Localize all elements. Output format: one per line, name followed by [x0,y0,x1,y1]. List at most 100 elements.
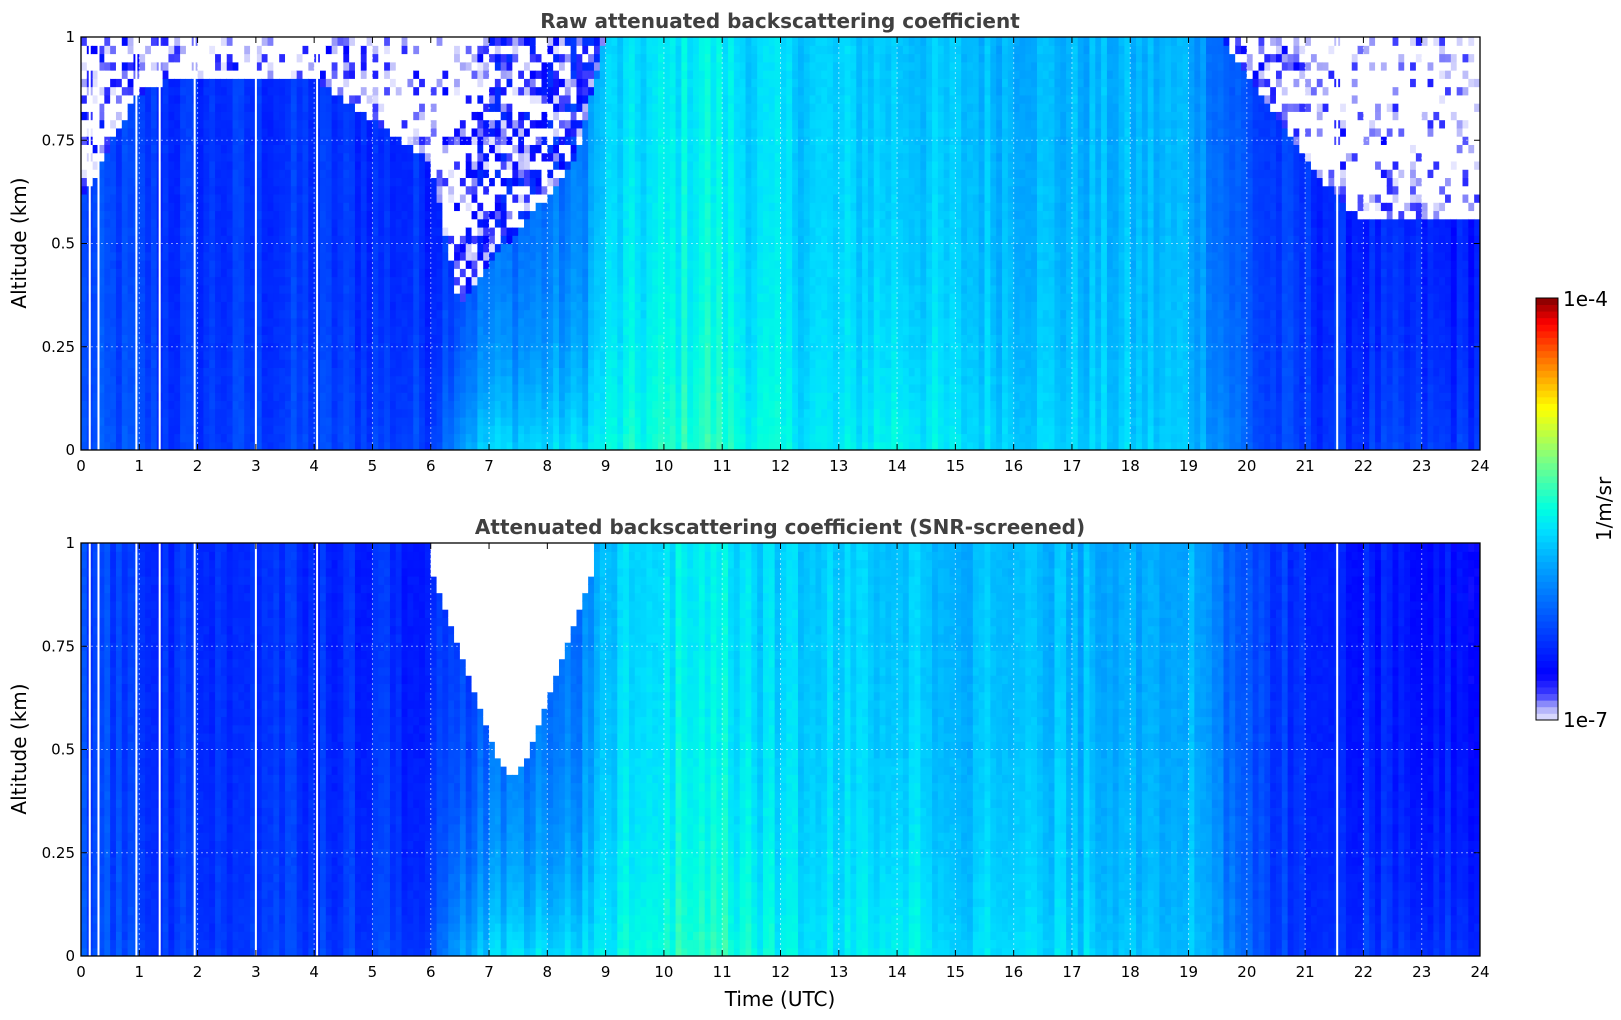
heatmap-cell [121,425,129,435]
heatmap-cell [115,37,123,46]
heatmap-cell [255,400,263,410]
heatmap-cell [454,243,461,253]
heatmap-cell [226,185,234,195]
heatmap-cell [250,144,257,154]
heatmap-cell [145,350,152,360]
heatmap-cell [162,37,170,46]
heatmap-cell [448,61,455,71]
heatmap-cell [658,78,665,88]
heatmap-cell [658,218,665,228]
heatmap-cell [407,284,414,294]
heatmap-cell [110,45,117,55]
heatmap-cell [337,260,344,269]
heatmap-cell [413,235,420,245]
heatmap-cell [465,350,473,360]
heatmap-cell [145,70,152,79]
heatmap-cell [81,169,88,179]
heatmap-cell [628,383,636,393]
heatmap-cell [506,334,513,344]
heatmap-cell [506,103,513,112]
heatmap-cell [489,70,496,79]
heatmap-cell [401,127,409,137]
heatmap-cell [139,243,146,253]
heatmap-cell [162,301,170,311]
heatmap-cell [593,375,601,385]
heatmap-cell [389,144,397,154]
heatmap-cell [226,416,234,426]
heatmap-cell [430,53,438,63]
heatmap-cell [524,425,531,435]
heatmap-cell [378,251,385,261]
heatmap-cell [477,383,484,393]
heatmap-cell [395,317,403,327]
heatmap-cell [255,301,263,311]
heatmap-cell [296,226,304,236]
heatmap-cell [81,441,88,450]
heatmap-cell [139,226,146,236]
heatmap-cell [547,144,554,154]
heatmap-cell [611,86,618,96]
heatmap-cell [343,86,350,96]
heatmap-cell [512,160,519,170]
heatmap-cell [494,425,502,435]
heatmap-cell [494,210,502,220]
heatmap-cell [529,350,537,360]
heatmap-cell [98,37,105,46]
heatmap-cell [599,375,607,385]
heatmap-cell [541,53,548,63]
heatmap-cell [209,169,216,179]
heatmap-cell [92,309,100,319]
heatmap-cell [343,37,350,46]
heatmap-cell [209,359,216,368]
heatmap-cell [477,433,484,443]
heatmap-cell [209,326,216,335]
heatmap-cell [419,78,426,88]
heatmap-cell [238,202,245,212]
heatmap-cell [576,127,583,137]
heatmap-cell [354,53,362,63]
heatmap-cell [238,119,245,129]
heatmap-cell [81,317,88,327]
heatmap-cell [261,202,269,212]
heatmap-cell [378,293,385,302]
heatmap-cell [582,408,589,418]
heatmap-cell [634,301,642,311]
heatmap-cell [652,433,659,443]
heatmap-cell [646,152,653,162]
heatmap-cell [197,392,205,402]
heatmap-cell [150,441,158,450]
heatmap-cell [209,111,216,121]
heatmap-cell [320,185,327,195]
heatmap-cell [454,350,461,360]
heatmap-cell [483,202,490,212]
heatmap-cell [430,268,438,278]
heatmap-cell [634,45,642,55]
heatmap-cell [413,367,420,377]
heatmap-cell [564,45,572,55]
heatmap-cell [477,37,484,46]
heatmap-cell [471,400,478,410]
heatmap-cell [448,350,455,360]
heatmap-cell [354,317,362,327]
heatmap-cell [652,334,659,344]
heatmap-cell [238,383,245,393]
heatmap-cell [401,425,409,435]
heatmap-cell [325,293,333,302]
heatmap-cell [582,226,589,236]
heatmap-cell [646,359,653,368]
heatmap-cell [220,251,228,261]
heatmap-cell [203,317,210,327]
heatmap-cell [518,103,525,112]
heatmap-cell [337,226,344,236]
heatmap-cell [424,86,432,96]
heatmap-cell [220,359,228,368]
heatmap-cell [413,86,420,96]
heatmap-cell [320,61,327,71]
heatmap-cell [215,177,222,187]
heatmap-cell [349,284,356,294]
heatmap-cell [372,334,379,344]
heatmap-cell [506,111,513,121]
heatmap-cell [477,350,484,360]
heatmap-cell [494,226,502,236]
heatmap-cell [617,177,624,187]
